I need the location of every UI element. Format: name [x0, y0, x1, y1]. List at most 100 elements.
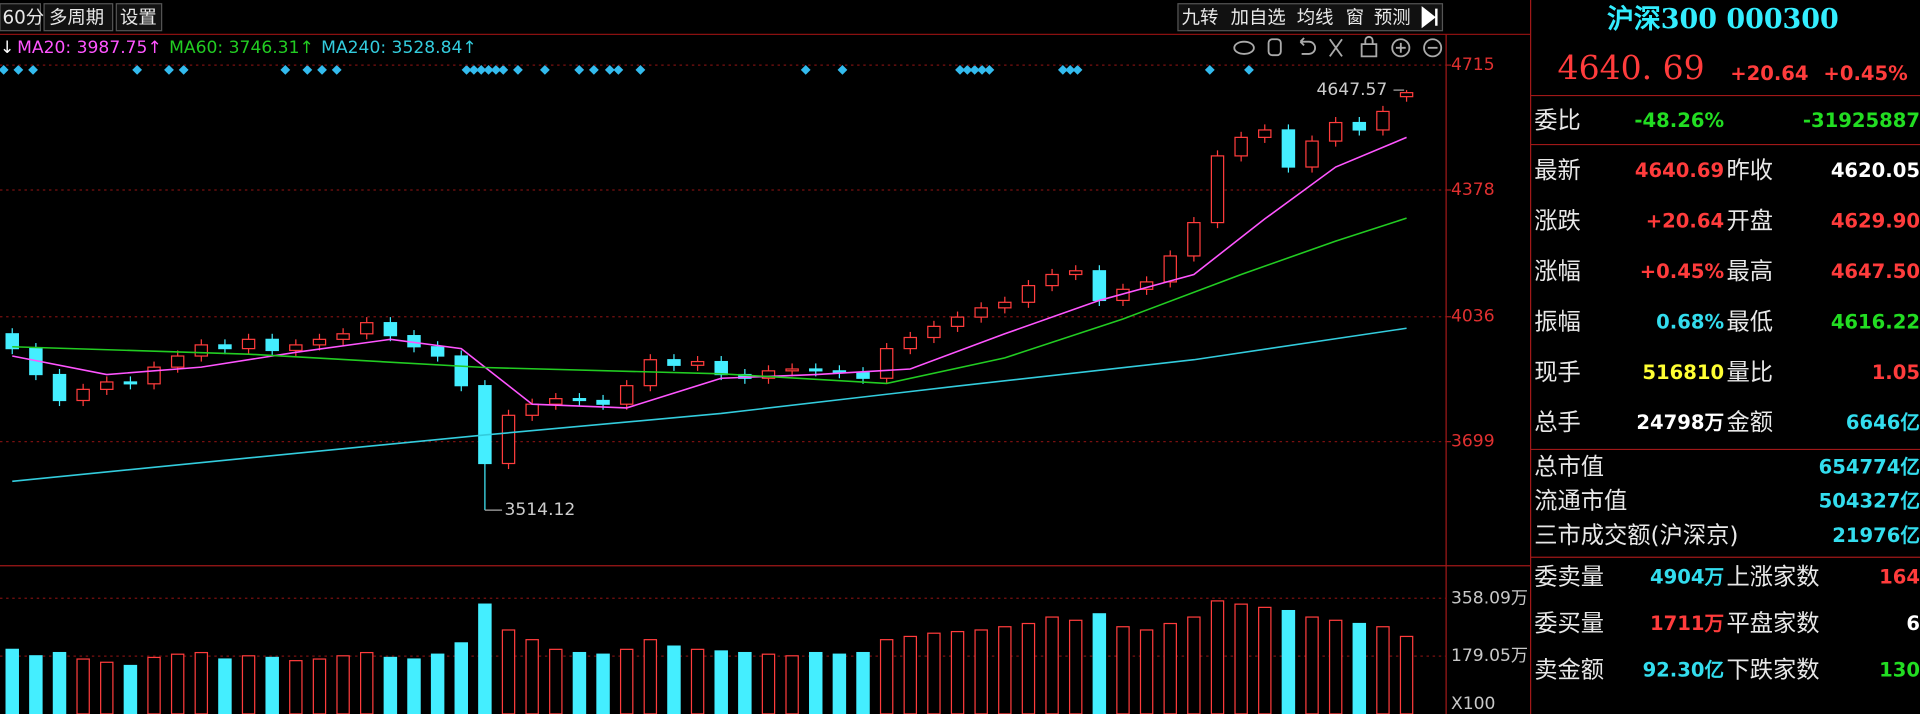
tool[interactable]: 均线 — [1297, 7, 1334, 28]
volume-bar — [478, 603, 492, 714]
candle-body — [383, 322, 398, 337]
candle-body — [194, 344, 209, 357]
volume-bar — [312, 658, 327, 714]
candle-body — [950, 316, 965, 327]
volume-bar — [360, 651, 374, 714]
candle-body — [1258, 129, 1272, 138]
volume-bar — [170, 653, 185, 714]
row-value: 4616.22 — [1831, 310, 1920, 333]
tool[interactable]: 九转 — [1182, 7, 1219, 28]
volume-bar — [549, 648, 563, 714]
candle-body — [1352, 121, 1367, 131]
tool[interactable]: 加自选 — [1231, 7, 1286, 28]
tab[interactable]: 60分 — [2, 7, 44, 28]
legend-entry: MA240: 3528.84↑ — [321, 38, 477, 58]
candle-body — [1376, 110, 1390, 131]
candle-body — [998, 301, 1012, 309]
volume-bar — [1399, 635, 1414, 714]
volume-bar — [738, 651, 752, 714]
row-value: 164 — [1879, 566, 1920, 589]
row-value: 1.05 — [1872, 361, 1920, 384]
candle-body — [549, 398, 563, 405]
row-value: -31925887 — [1803, 109, 1920, 132]
candle-body — [501, 414, 516, 465]
eye-icon[interactable] — [1233, 40, 1255, 55]
y-tick-label: 4715 — [1451, 55, 1495, 75]
chart-tools — [1233, 35, 1443, 58]
zoom-in-plus — [1395, 42, 1406, 53]
candle-body — [336, 333, 350, 340]
row-label: 上涨家数 — [1727, 564, 1820, 591]
lock-icon[interactable] — [1360, 35, 1378, 58]
collapse-icon[interactable] — [1421, 6, 1438, 29]
volume-bar — [809, 651, 823, 714]
tool-box — [1177, 3, 1444, 32]
cut-icon[interactable] — [1329, 38, 1343, 57]
row-label: 总市值 — [1534, 453, 1604, 480]
tool[interactable]: 预测 — [1374, 7, 1411, 28]
row-value: 4620.05 — [1831, 159, 1920, 182]
row-label: 委比 — [1534, 107, 1581, 134]
candle-body — [572, 398, 587, 402]
row-value: 504327亿 — [1819, 490, 1920, 513]
volume-bar — [501, 629, 516, 714]
row-label: 最低 — [1727, 308, 1774, 335]
candle-body — [478, 385, 492, 465]
legend-entry: MA60: 3746.31↑ — [169, 38, 314, 58]
candle-body — [1210, 155, 1225, 224]
zoom-out-icon[interactable] — [1423, 38, 1443, 58]
volume-bar — [785, 655, 799, 714]
candle-body — [312, 338, 327, 346]
volume-bar — [856, 651, 870, 714]
candle-body — [218, 344, 232, 350]
volume-bar — [1376, 626, 1390, 714]
row-value: 6 — [1906, 612, 1920, 635]
unit-label: X100 — [1451, 694, 1495, 714]
candle-body — [170, 355, 185, 368]
volume-bar — [1139, 629, 1154, 714]
zoom-in-icon[interactable] — [1391, 38, 1411, 58]
candle-body — [619, 385, 634, 405]
tool[interactable]: 窗 — [1346, 7, 1364, 28]
candle-body — [974, 307, 988, 318]
volume-bar — [596, 653, 610, 714]
row-value: -48.26% — [1634, 109, 1724, 132]
candle-body — [1092, 270, 1107, 302]
volume-bar — [1021, 622, 1036, 714]
volume-bar — [879, 639, 894, 714]
volume-bar — [1352, 622, 1367, 714]
volume-bar — [1116, 626, 1130, 714]
hand-icon[interactable] — [1267, 38, 1282, 57]
candle-body — [1281, 129, 1296, 168]
volume-bar — [1068, 619, 1083, 714]
chart-area: 4715 4378 4036 3699 358.09万 179.05万 X100 MA20: … — [0, 38, 1528, 714]
volume-bar — [454, 642, 469, 714]
volume-bar — [100, 661, 114, 714]
volume-bar — [1187, 616, 1201, 714]
volume-bar — [927, 632, 941, 714]
row-label: 卖金额 — [1534, 657, 1604, 684]
candle-body — [1305, 140, 1319, 168]
volume-bar — [643, 639, 658, 714]
volume-bar — [5, 648, 19, 714]
annotation: 4647.57 — [1317, 80, 1388, 100]
candle-body — [667, 359, 681, 366]
candle-body — [430, 346, 445, 357]
undo-icon[interactable] — [1299, 37, 1317, 55]
candle-body — [1234, 136, 1248, 157]
toolbar-right: 九转 加自选 均线 窗 预测 — [1177, 3, 1444, 32]
row-label: 涨幅 — [1534, 258, 1581, 285]
tab[interactable]: 设置 — [120, 7, 157, 28]
row-label: 涨跌 — [1534, 207, 1581, 234]
ma-line — [12, 217, 1407, 385]
candle-body — [1399, 92, 1414, 98]
volume-bar — [525, 639, 539, 714]
y-tick-label: 4036 — [1451, 307, 1495, 327]
row-value: +20.64 — [1646, 209, 1724, 232]
volume-bar — [1045, 616, 1059, 714]
candle-body — [52, 373, 67, 402]
row-label: 下跌家数 — [1727, 657, 1820, 684]
candle-body — [761, 370, 776, 379]
tab[interactable]: 多周期 — [49, 7, 104, 28]
